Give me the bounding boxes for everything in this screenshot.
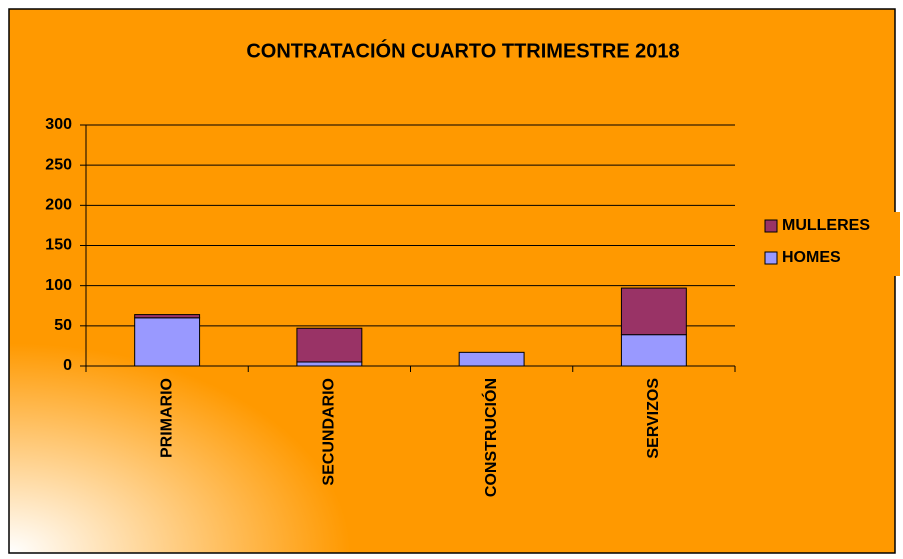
y-tick-label: 150 — [45, 237, 72, 254]
y-tick-label: 200 — [45, 197, 72, 214]
bar-segment — [134, 317, 201, 367]
y-tick-label: 0 — [63, 357, 72, 374]
bar-segment — [134, 314, 201, 319]
bar-segment — [620, 334, 687, 367]
y-tick-label: 300 — [45, 116, 72, 133]
bar-segment — [458, 351, 525, 367]
legend — [758, 212, 900, 276]
y-tick-label: 100 — [45, 277, 72, 294]
bar-segment — [620, 287, 687, 336]
legend-swatch — [764, 219, 778, 233]
chart-title: CONTRATACIÓN CUARTO TTRIMESTRE 2018 — [246, 38, 679, 62]
bar-segment — [296, 361, 363, 367]
x-tick-label: PRIMARIO — [158, 378, 175, 458]
x-tick-label: CONSTRUCIÓN — [481, 378, 500, 497]
x-tick-label: SERVIZOS — [645, 378, 662, 459]
y-tick-label: 50 — [54, 317, 72, 334]
legend-label: MULLERES — [782, 217, 870, 234]
bar-segment — [296, 327, 363, 363]
chart-area — [8, 8, 896, 554]
y-tick-label: 250 — [45, 156, 72, 173]
legend-swatch — [764, 251, 778, 265]
legend-label: HOMES — [782, 249, 841, 266]
x-tick-label: SECUNDARIO — [321, 378, 338, 486]
